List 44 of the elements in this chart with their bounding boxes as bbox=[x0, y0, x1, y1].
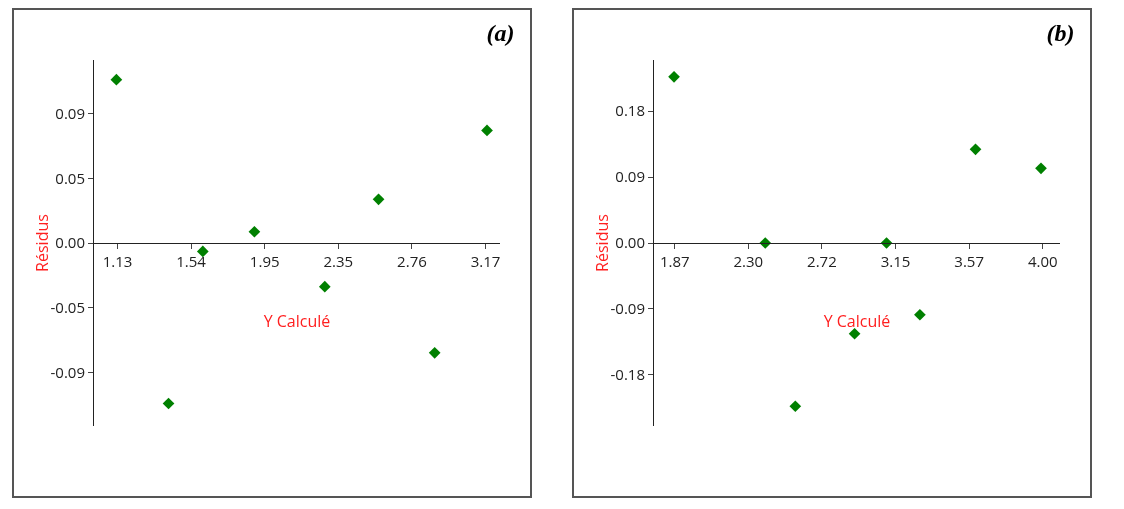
point bbox=[668, 70, 680, 83]
y-tick-label: 0.00 bbox=[55, 232, 85, 253]
point bbox=[880, 237, 893, 249]
point bbox=[969, 143, 982, 156]
x-tick-label: 3.17 bbox=[470, 251, 501, 271]
x-tick-label: 1.54 bbox=[176, 251, 207, 271]
x-tick-label: 2.76 bbox=[397, 251, 427, 271]
x-tick-label: 2.72 bbox=[807, 251, 837, 271]
y-tick-label: 0.00 bbox=[615, 232, 645, 253]
x-axis-title: Y Calculé bbox=[823, 309, 891, 332]
y-tick-label: -0.09 bbox=[610, 298, 645, 319]
y-axis-title: Résidus bbox=[31, 214, 54, 272]
point bbox=[481, 124, 493, 137]
y-tick-label: 0.09 bbox=[615, 166, 645, 187]
x-axis-title: Y Calculé bbox=[263, 309, 331, 332]
y-tick-label: -0.18 bbox=[610, 364, 645, 385]
y-tick-label: 0.09 bbox=[55, 102, 85, 123]
point bbox=[318, 280, 331, 293]
x-tick-label: 3.57 bbox=[954, 251, 984, 271]
y-tick-label: -0.09 bbox=[50, 361, 85, 382]
x-tick-label: 3.15 bbox=[880, 251, 911, 271]
chart-title: (b) bbox=[1046, 20, 1075, 47]
x-tick-label: 2.30 bbox=[733, 251, 764, 271]
point bbox=[110, 73, 123, 86]
point bbox=[428, 346, 441, 359]
point bbox=[1035, 162, 1047, 175]
y-tick-label: 0.05 bbox=[55, 167, 85, 188]
x-tick-label: 1.87 bbox=[659, 251, 690, 271]
point bbox=[372, 193, 385, 206]
x-tick-label: 1.13 bbox=[102, 251, 133, 271]
point bbox=[162, 397, 175, 410]
x-tick-label: 2.35 bbox=[323, 251, 354, 271]
x-tick-label: 1.95 bbox=[249, 251, 280, 271]
point bbox=[848, 327, 861, 340]
y-tick-label: 0.18 bbox=[615, 100, 645, 121]
y-axis-title: Résidus bbox=[591, 214, 614, 272]
point bbox=[759, 237, 772, 249]
point bbox=[196, 245, 209, 258]
point bbox=[914, 308, 926, 321]
point bbox=[248, 225, 261, 238]
point bbox=[789, 400, 802, 413]
y-tick-label: -0.05 bbox=[50, 297, 85, 317]
chart-title: (a) bbox=[486, 20, 515, 47]
x-tick-label: 4.00 bbox=[1027, 251, 1058, 271]
